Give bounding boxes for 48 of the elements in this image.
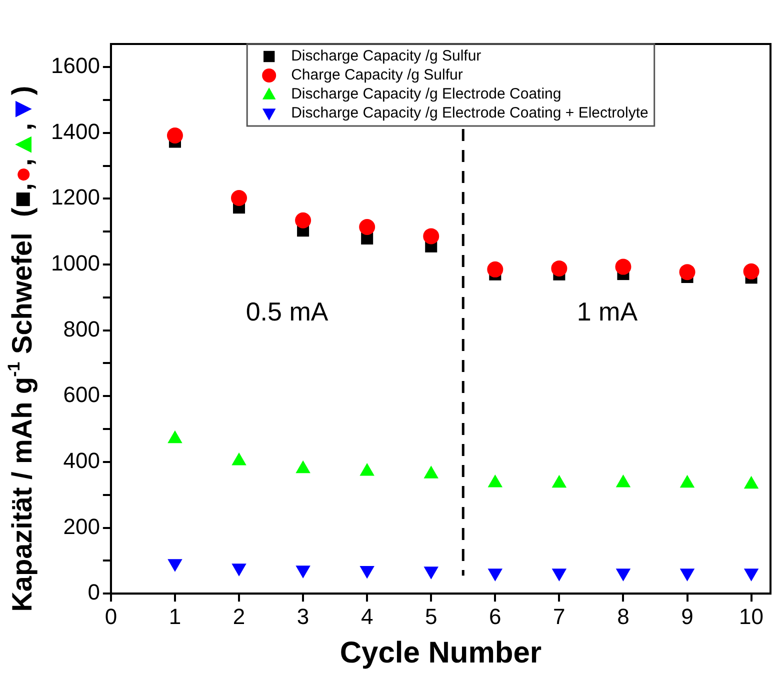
point [360, 566, 374, 579]
point [679, 264, 696, 280]
y-tick-label: 400 [63, 448, 100, 474]
x-tick-label: 7 [553, 604, 566, 629]
y-tick-label: 0 [88, 580, 100, 605]
legend-label: Discharge Capacity /g Electrode Coating [291, 86, 562, 103]
point [744, 568, 759, 582]
y-tick-label: 800 [63, 316, 100, 342]
y-tick-label: 200 [63, 514, 100, 539]
y-tick-label: 1600 [50, 53, 100, 78]
x-tick-label: 9 [681, 604, 694, 629]
y-tick-label: 1200 [50, 184, 100, 210]
point [487, 261, 504, 278]
x-tick-label: 8 [617, 604, 630, 629]
legend-label: Discharge Capacity /g Electrode Coating + Electrolyte [291, 104, 648, 122]
point [616, 568, 631, 582]
x-axis-title: Cycle Number [340, 636, 542, 670]
point [166, 127, 183, 144]
y-tick-label: 1000 [50, 250, 100, 276]
point [359, 218, 376, 235]
x-tick-label: 6 [489, 604, 502, 629]
point [488, 568, 503, 582]
point [424, 566, 438, 580]
legend-label: Charge Capacity /g Sulfur [291, 66, 463, 84]
point [680, 568, 695, 582]
point [232, 564, 246, 576]
point [551, 260, 568, 276]
point [295, 212, 312, 228]
x-tick-label: 5 [424, 604, 438, 629]
y-tick-label: 1400 [50, 118, 100, 144]
point [423, 228, 440, 244]
legend-label: Discharge Capacity /g Sulfur [291, 48, 482, 65]
annotation: 0.5 mA [246, 296, 329, 326]
x-tick-label: 1 [168, 604, 182, 629]
text: Kapazität / mAh g-1 Schwefel (■,●,▲,▼) [4, 86, 38, 612]
point [615, 258, 632, 275]
point [168, 559, 182, 572]
x-tick-label: 10 [739, 604, 764, 629]
point [231, 190, 248, 206]
x-tick-label: 0 [104, 604, 118, 629]
point [743, 263, 760, 280]
annotation: 1 mA [576, 296, 638, 326]
x-tick-label: 4 [360, 604, 374, 629]
x-tick-label: 2 [232, 604, 246, 629]
point [552, 568, 567, 582]
x-tick-label: 3 [296, 604, 310, 629]
point [296, 566, 310, 578]
y-tick-label: 600 [63, 382, 100, 408]
